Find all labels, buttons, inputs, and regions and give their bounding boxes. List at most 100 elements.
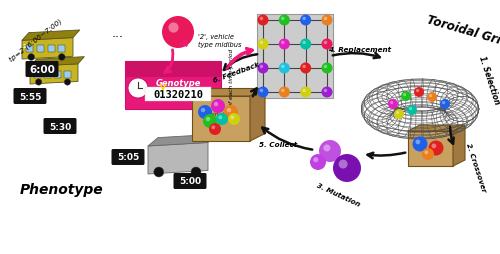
Circle shape bbox=[324, 89, 327, 93]
Circle shape bbox=[281, 42, 284, 45]
Circle shape bbox=[322, 15, 332, 26]
Circle shape bbox=[201, 108, 205, 113]
Text: 5:05: 5:05 bbox=[117, 153, 139, 162]
Polygon shape bbox=[30, 65, 78, 85]
Circle shape bbox=[407, 106, 417, 116]
Circle shape bbox=[440, 100, 450, 109]
Polygon shape bbox=[408, 132, 453, 166]
Bar bbox=[34, 72, 40, 78]
Circle shape bbox=[279, 63, 290, 74]
FancyBboxPatch shape bbox=[14, 89, 46, 105]
Polygon shape bbox=[22, 31, 80, 41]
Circle shape bbox=[279, 87, 290, 98]
Circle shape bbox=[168, 23, 178, 34]
Circle shape bbox=[394, 109, 404, 120]
Bar bbox=[37, 46, 44, 53]
Text: 2. Crossover: 2. Crossover bbox=[465, 142, 486, 193]
Circle shape bbox=[258, 39, 268, 50]
Circle shape bbox=[338, 160, 347, 169]
Text: 5:55: 5:55 bbox=[19, 92, 41, 101]
Circle shape bbox=[279, 15, 290, 26]
Circle shape bbox=[281, 66, 284, 69]
Circle shape bbox=[422, 148, 434, 160]
Text: '2', vehicle
type midibus: '2', vehicle type midibus bbox=[198, 34, 242, 47]
Circle shape bbox=[324, 66, 327, 69]
Circle shape bbox=[128, 79, 148, 99]
Text: 5. Collect: 5. Collect bbox=[259, 141, 297, 147]
Circle shape bbox=[216, 114, 228, 125]
Circle shape bbox=[28, 54, 34, 61]
Polygon shape bbox=[22, 38, 73, 60]
Bar bbox=[26, 46, 33, 53]
Circle shape bbox=[416, 90, 419, 93]
Circle shape bbox=[282, 19, 286, 23]
Circle shape bbox=[224, 106, 238, 120]
FancyBboxPatch shape bbox=[145, 88, 211, 102]
Polygon shape bbox=[408, 125, 465, 132]
Circle shape bbox=[260, 89, 263, 93]
Circle shape bbox=[302, 18, 306, 21]
Text: 3. Mutation: 3. Mutation bbox=[316, 181, 360, 207]
Circle shape bbox=[325, 19, 329, 23]
Circle shape bbox=[228, 114, 240, 125]
Circle shape bbox=[322, 87, 332, 98]
Text: tp=2 (6:00~7:00): tp=2 (6:00~7:00) bbox=[8, 18, 64, 63]
Circle shape bbox=[282, 67, 286, 71]
Circle shape bbox=[279, 39, 290, 50]
Circle shape bbox=[203, 115, 217, 129]
Polygon shape bbox=[192, 97, 250, 141]
Text: Phenotype: Phenotype bbox=[20, 182, 103, 196]
Circle shape bbox=[282, 43, 286, 47]
Circle shape bbox=[154, 167, 164, 177]
Circle shape bbox=[258, 87, 268, 98]
Text: 2: 2 bbox=[23, 44, 27, 49]
Circle shape bbox=[209, 123, 221, 135]
Circle shape bbox=[230, 116, 234, 120]
Text: 6. Feedback: 6. Feedback bbox=[212, 62, 260, 84]
Text: 01320210: 01320210 bbox=[153, 90, 203, 100]
Circle shape bbox=[64, 80, 70, 86]
Circle shape bbox=[429, 95, 432, 98]
Circle shape bbox=[300, 87, 311, 98]
Circle shape bbox=[388, 100, 398, 109]
Circle shape bbox=[218, 116, 222, 120]
Circle shape bbox=[258, 63, 268, 74]
Circle shape bbox=[442, 102, 445, 105]
Bar bbox=[48, 46, 54, 53]
Circle shape bbox=[324, 18, 327, 21]
Circle shape bbox=[261, 19, 265, 23]
Circle shape bbox=[304, 43, 308, 47]
Circle shape bbox=[401, 92, 411, 102]
Polygon shape bbox=[250, 89, 265, 141]
Circle shape bbox=[36, 80, 42, 86]
Polygon shape bbox=[148, 135, 218, 146]
Polygon shape bbox=[125, 62, 221, 109]
Circle shape bbox=[304, 91, 308, 95]
Circle shape bbox=[58, 54, 65, 61]
Circle shape bbox=[260, 18, 263, 21]
Circle shape bbox=[325, 43, 329, 47]
Circle shape bbox=[304, 67, 308, 71]
Circle shape bbox=[324, 42, 327, 45]
Circle shape bbox=[281, 89, 284, 93]
Circle shape bbox=[302, 89, 306, 93]
Circle shape bbox=[198, 106, 212, 120]
Circle shape bbox=[302, 66, 306, 69]
Circle shape bbox=[281, 18, 284, 21]
Circle shape bbox=[206, 117, 210, 122]
Polygon shape bbox=[453, 125, 465, 166]
FancyBboxPatch shape bbox=[257, 15, 333, 99]
Circle shape bbox=[162, 17, 194, 49]
Circle shape bbox=[300, 15, 311, 26]
Circle shape bbox=[310, 154, 326, 170]
Circle shape bbox=[304, 19, 308, 23]
Circle shape bbox=[214, 102, 218, 107]
Circle shape bbox=[414, 88, 424, 98]
Text: 5:00: 5:00 bbox=[179, 177, 201, 186]
Circle shape bbox=[227, 108, 232, 113]
Circle shape bbox=[324, 145, 330, 152]
Text: 5:30: 5:30 bbox=[49, 122, 71, 131]
FancyBboxPatch shape bbox=[112, 149, 144, 165]
Circle shape bbox=[322, 63, 332, 74]
Text: Genotype: Genotype bbox=[156, 78, 200, 87]
